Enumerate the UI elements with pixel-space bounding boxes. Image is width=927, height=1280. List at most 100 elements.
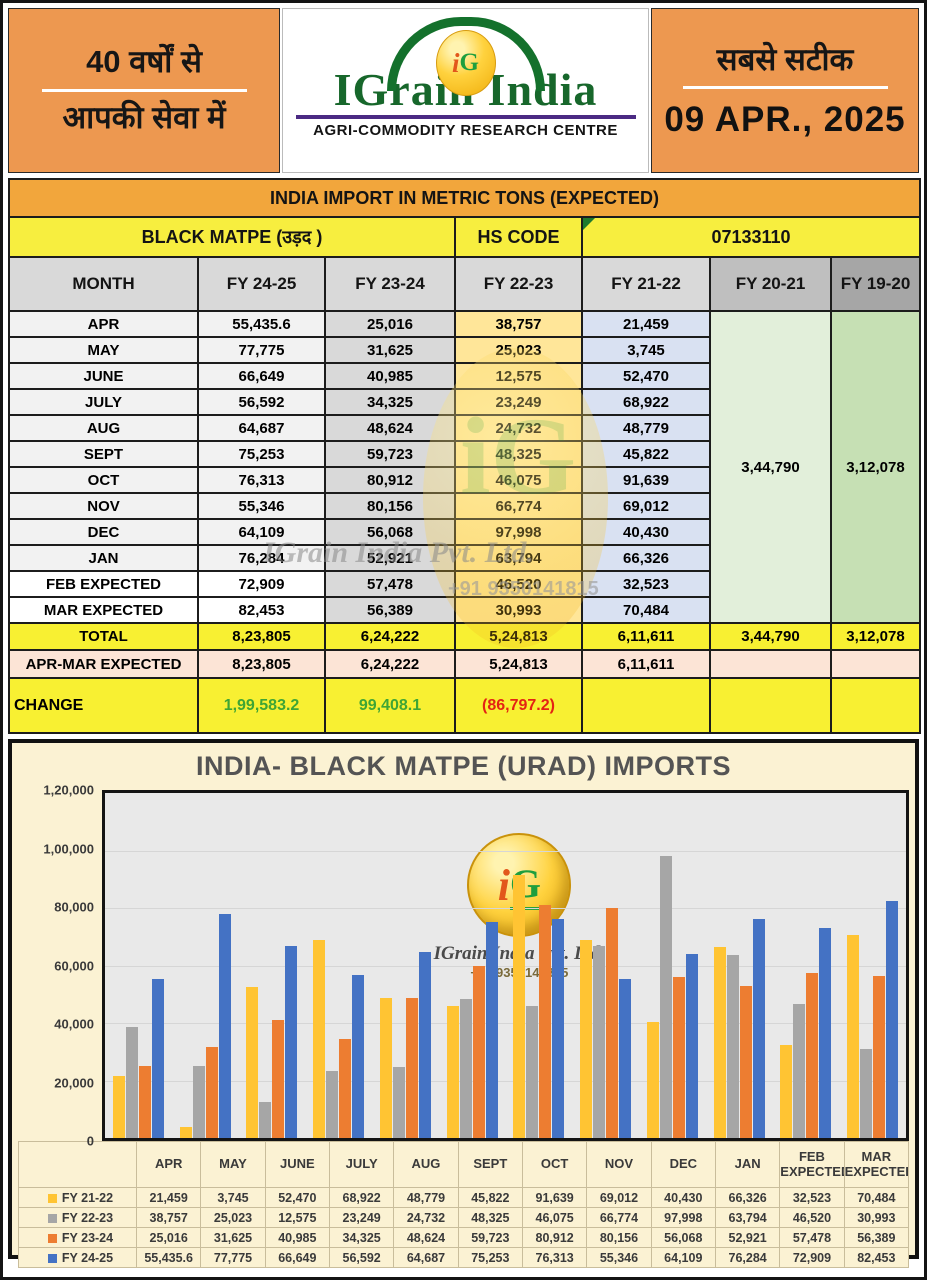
table-row: FEB EXPECTED 72,909 57,478 46,520 32,523 bbox=[8, 570, 920, 598]
import-table-section: INDIA IMPORT IN METRIC TONS (EXPECTED) B… bbox=[8, 178, 921, 734]
x-axis-category-label: SEPT bbox=[457, 1141, 523, 1188]
bar bbox=[713, 947, 726, 1138]
month-cell: DEC bbox=[8, 518, 199, 546]
value-cell: 48,325 bbox=[454, 440, 583, 468]
bar bbox=[513, 874, 526, 1138]
value-cell: 48,779 bbox=[581, 414, 711, 442]
y-axis-tick-label: 1,20,000 bbox=[43, 782, 94, 798]
table-row: NOV 55,346 80,156 66,774 69,012 bbox=[8, 492, 920, 520]
cell-note-corner-icon bbox=[584, 219, 595, 230]
value-cell: 64,109 bbox=[197, 518, 326, 546]
brand-underline bbox=[295, 115, 636, 119]
value-cell bbox=[830, 649, 921, 679]
bar bbox=[125, 1026, 138, 1138]
legend-value-cell: 66,326 bbox=[714, 1187, 781, 1208]
legend-series-row: FY 23-24 25,016 31,625 40,985 34,325 48,624 59… bbox=[18, 1227, 910, 1248]
table-row: JULY 56,592 34,325 23,249 68,922 bbox=[8, 388, 920, 416]
value-cell: 66,326 bbox=[581, 544, 711, 572]
legend-value-cell: 21,459 bbox=[135, 1187, 202, 1208]
legend-value-cell: 91,639 bbox=[521, 1187, 588, 1208]
value-cell bbox=[581, 677, 711, 734]
bar bbox=[446, 1006, 459, 1138]
bar-group bbox=[572, 793, 639, 1138]
commodity-name: BLACK MATPE (उड़द ) bbox=[8, 216, 456, 258]
logo-letter-g: G bbox=[459, 49, 479, 76]
hs-code-value: 07133110 bbox=[581, 216, 921, 258]
hs-code-label: HS CODE bbox=[454, 216, 583, 258]
value-cell: 3,12,078 bbox=[830, 622, 921, 651]
bar bbox=[886, 900, 899, 1138]
y-axis-tick-label: 0 bbox=[86, 1133, 94, 1149]
row-label: TOTAL bbox=[8, 622, 199, 651]
value-cell: 75,253 bbox=[197, 440, 326, 468]
gridline bbox=[105, 908, 906, 909]
legend-series-name: FY 24-25 bbox=[18, 1247, 137, 1268]
legend-swatch-icon bbox=[47, 1233, 57, 1243]
table-row: AUG 64,687 48,624 24,732 48,779 bbox=[8, 414, 920, 442]
bar-group bbox=[172, 793, 239, 1138]
y-axis-tick-label: 80,000 bbox=[54, 899, 94, 915]
column-header: FY 23-24 bbox=[324, 256, 456, 312]
legend-value-cell: 75,253 bbox=[457, 1247, 523, 1268]
legend-value-cell: 46,075 bbox=[521, 1207, 588, 1228]
x-axis-category-label: FEB EXPECTED bbox=[779, 1141, 845, 1188]
value-cell: 68,922 bbox=[581, 388, 711, 416]
bar bbox=[552, 918, 565, 1138]
bar bbox=[847, 935, 860, 1138]
column-header: FY 19-20 bbox=[830, 256, 921, 312]
bar-group bbox=[839, 793, 906, 1138]
y-axis-tick-label: 40,000 bbox=[54, 1016, 94, 1032]
bar bbox=[726, 954, 739, 1138]
gridline bbox=[105, 965, 906, 967]
column-header: FY 20-21 bbox=[709, 256, 832, 312]
x-axis-category-label: NOV bbox=[586, 1141, 652, 1188]
bar bbox=[860, 1048, 873, 1138]
value-cell: 52,921 bbox=[324, 544, 456, 572]
legend-value-cell: 30,993 bbox=[843, 1207, 910, 1228]
legend-value-cell: 97,998 bbox=[650, 1207, 716, 1228]
table-row: MAR EXPECTED 82,453 56,389 30,993 70,484 bbox=[8, 596, 920, 624]
value-cell: 5,24,813 bbox=[454, 622, 583, 651]
value-cell: 69,012 bbox=[581, 492, 711, 520]
value-cell: 6,11,611 bbox=[581, 649, 711, 679]
bar-group bbox=[706, 793, 773, 1138]
legend-swatch-icon bbox=[47, 1193, 57, 1203]
x-axis-category-label: JULY bbox=[328, 1141, 395, 1188]
value-cell: 72,909 bbox=[197, 570, 326, 598]
chart-title: INDIA- BLACK MATPE (URAD) IMPORTS bbox=[196, 751, 731, 781]
bar bbox=[205, 1047, 218, 1138]
legend-value-cell: 56,389 bbox=[843, 1227, 910, 1248]
value-cell: 52,470 bbox=[581, 362, 711, 390]
value-cell: 45,822 bbox=[581, 440, 711, 468]
bar bbox=[752, 918, 765, 1138]
value-cell: 40,430 bbox=[581, 518, 711, 546]
bar-group bbox=[239, 793, 306, 1138]
column-header-row: MONTH FY 24-25 FY 23-24 FY 22-23 FY 21-22 FY … bbox=[8, 256, 921, 312]
x-axis-category-label: AUG bbox=[393, 1141, 459, 1188]
divider bbox=[682, 86, 888, 90]
column-header: FY 21-22 bbox=[581, 256, 711, 312]
bar bbox=[272, 1020, 285, 1138]
legend-value-cell: 76,284 bbox=[714, 1247, 781, 1268]
bar bbox=[379, 997, 392, 1138]
legend-value-cell: 31,625 bbox=[200, 1227, 266, 1248]
header-right-banner: सबसे सटीक 09 APR., 2025 bbox=[651, 8, 919, 173]
chart-body: 1,20,000 1,00,000 80,000 60,000 40,000 20,000… bbox=[18, 783, 909, 1149]
bar bbox=[672, 976, 685, 1138]
month-cell: APR bbox=[8, 310, 199, 338]
chart-legend-table: APR MAY JUNE JULY AUG SEPT OCT NOV DEC JAN FEB EXP… bbox=[18, 1141, 910, 1268]
month-cell: JULY bbox=[8, 388, 199, 416]
value-cell: 3,44,790 bbox=[709, 622, 832, 651]
gridline bbox=[105, 1080, 906, 1082]
value-cell: 56,592 bbox=[197, 388, 326, 416]
value-cell bbox=[709, 677, 832, 734]
legend-value-cell: 24,732 bbox=[393, 1207, 459, 1228]
x-axis-category-label: DEC bbox=[650, 1141, 716, 1188]
legend-value-cell: 80,156 bbox=[586, 1227, 652, 1248]
report-date: 09 APR., 2025 bbox=[664, 100, 906, 140]
value-cell: 82,453 bbox=[197, 596, 326, 624]
month-cell: JAN bbox=[8, 544, 199, 572]
